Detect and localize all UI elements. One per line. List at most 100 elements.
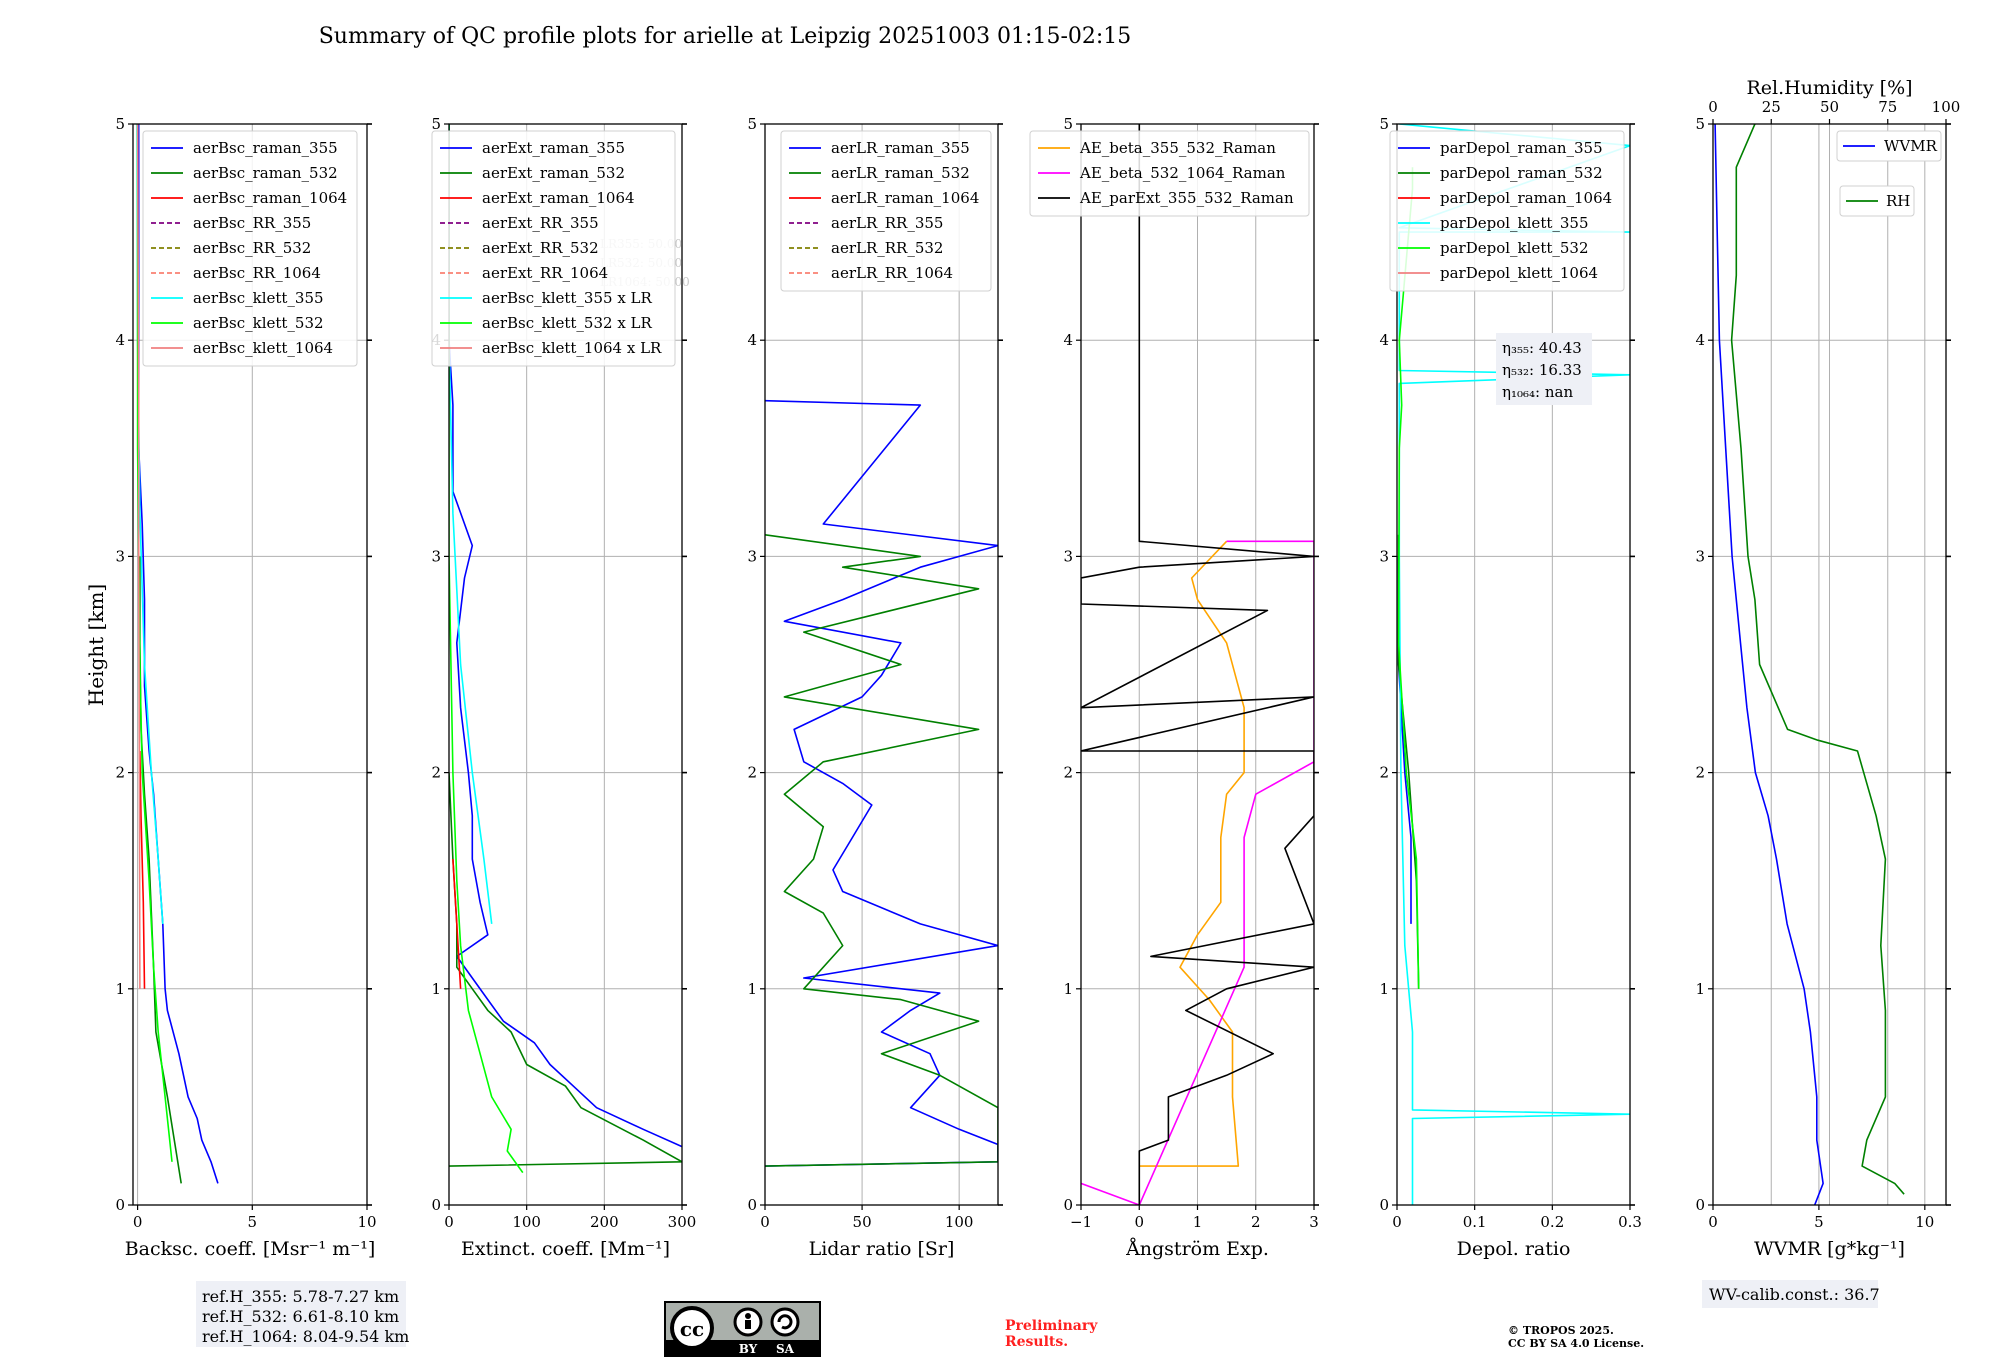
y-tick-label: 2 (1379, 764, 1389, 782)
legend-label-aerbsc-raman-532: aerBsc_raman_532 (193, 164, 338, 182)
x-tick-label: 0.1 (1463, 1213, 1487, 1231)
legend-label-ae-parext-355-532-raman: AE_parExt_355_532_Raman (1079, 189, 1294, 207)
series-aerlr-raman-532 (765, 534, 998, 1167)
x-tick-label: −1 (1070, 1213, 1092, 1231)
sa-arrow (777, 1314, 793, 1330)
cc-logo-text: cc (680, 1317, 704, 1341)
top-x-tick-label: 50 (1820, 98, 1839, 116)
legend-label-pardepol-raman-355: parDepol_raman_355 (1440, 139, 1603, 157)
y-tick-label: 0 (1063, 1196, 1073, 1214)
y-tick-label: 0 (1695, 1196, 1705, 1214)
by-person-body (745, 1320, 751, 1329)
legend-label-aerbsc-klett-532: aerBsc_klett_532 (193, 314, 324, 332)
y-tick-label: 1 (431, 980, 441, 998)
y-tick-label: 4 (115, 331, 125, 349)
legend-label-aerlr-raman-1064: aerLR_raman_1064 (831, 189, 979, 207)
y-tick-label: 1 (115, 980, 125, 998)
x-tick-label: 200 (590, 1213, 619, 1231)
y-tick-label: 1 (1695, 980, 1705, 998)
y-tick-label: 2 (115, 764, 125, 782)
legend-label-aerbsc-klett-355-x-lr: aerBsc_klett_355 x LR (482, 289, 653, 307)
legend-label-ae-beta-355-532-raman: AE_beta_355_532_Raman (1079, 139, 1276, 157)
axes-frame (1396, 123, 1631, 1206)
legend-label-aerbsc-rr-532: aerBsc_RR_532 (193, 239, 311, 257)
y-tick-label: 5 (1063, 115, 1073, 133)
cc-logo-icon (670, 1306, 714, 1350)
x-tick-label: 2 (1251, 1213, 1261, 1231)
series-ae-beta-355-532-raman (1139, 540, 1245, 1167)
refh-355: ref.H_355: 5.78-7.27 km (202, 1287, 399, 1306)
legend-label-aerext-raman-355: aerExt_raman_355 (482, 139, 625, 157)
eta-label: η₁₀₆₄: nan (1502, 383, 1573, 401)
copyright-line-2: CC BY SA 4.0 License. (1508, 1337, 1644, 1350)
x-tick-label: 0 (444, 1213, 454, 1231)
figure-title: Summary of QC profile plots for arielle … (319, 24, 1132, 49)
y-tick-label: 1 (1379, 980, 1389, 998)
series-aerext-raman-1064 (452, 859, 462, 989)
y-tick-label: 2 (747, 764, 757, 782)
legend-label-aerext-rr-1064: aerExt_RR_1064 (482, 264, 608, 282)
legend-label-wvmr: WVMR (1884, 137, 1938, 155)
x-tick-label: 5 (1814, 1213, 1824, 1231)
x-tick-label: 100 (945, 1213, 974, 1231)
series-rh (1730, 124, 1905, 1195)
y-tick-label: 3 (1695, 547, 1705, 565)
series-group (1081, 124, 1314, 1205)
cc-license-badge: cc BY SA (664, 1301, 821, 1357)
x-tick-label: 0 (133, 1213, 143, 1231)
y-tick-label: 2 (431, 764, 441, 782)
wv-calib-box (1702, 1280, 1878, 1308)
by-person-head (745, 1313, 751, 1319)
legend-label-aerext-raman-532: aerExt_raman_532 (482, 164, 625, 182)
legend-label-aerbsc-klett-1064: aerBsc_klett_1064 (193, 339, 333, 357)
series-group (449, 124, 682, 1174)
refh-1064: ref.H_1064: 8.04-9.54 km (202, 1327, 409, 1346)
panel-depolarization: 0 1 2 3 4 5 0 0.1 0.2 0.3 Depol. ratio parDepol_ram… (1379, 115, 1641, 1260)
legend-label-ae-beta-532-1064-raman: AE_beta_532_1064_Raman (1079, 164, 1286, 182)
legend-label-aerbsc-raman-1064: aerBsc_raman_1064 (193, 189, 347, 207)
x-tick-label: 0 (1392, 1213, 1402, 1231)
legend-label-aerbsc-rr-355: aerBsc_RR_355 (193, 214, 311, 232)
eta-box: η₃₅₅: 40.43 η₅₃₂: 16.33 η₁₀₆₄: nan (1496, 333, 1592, 405)
panel-backscatter: 0 1 2 3 4 5 0 5 10 Backsc. coeff. [Msr⁻¹ m⁻¹] aerB… (115, 115, 376, 1260)
x-tick-label: 50 (853, 1213, 872, 1231)
axes-frame (132, 123, 368, 1206)
series-ae-beta-532-1064-raman (1081, 540, 1314, 1205)
x-tick-label: 3 (1309, 1213, 1319, 1231)
legend-label-aerlr-rr-355: aerLR_RR_355 (831, 214, 943, 232)
x-axis-label: Lidar ratio [Sr] (809, 1238, 955, 1260)
series-aerbsc-raman-532 (139, 556, 182, 1184)
legend-label-pardepol-klett-355: parDepol_klett_355 (1440, 214, 1589, 232)
refh-532: ref.H_532: 6.61-8.10 km (202, 1307, 399, 1326)
x-tick-label: 10 (357, 1213, 376, 1231)
cc-by-label: BY (739, 1342, 758, 1356)
x-tick-label: 10 (1915, 1213, 1934, 1231)
x-axis-label: Backsc. coeff. [Msr⁻¹ m⁻¹] (125, 1238, 376, 1260)
series-aerbsc-klett-532-x-lr (449, 124, 524, 1174)
legend-box (780, 130, 992, 292)
legend-label-aerext-raman-1064: aerExt_raman_1064 (482, 189, 635, 207)
legend-label-pardepol-klett-532: parDepol_klett_532 (1440, 239, 1589, 257)
legend-box (431, 130, 676, 367)
series-aerext-raman-532 (449, 772, 682, 1167)
legend-label-aerext-rr-532: aerExt_RR_532 (482, 239, 599, 257)
legend-label-aerbsc-raman-355: aerBsc_raman_355 (193, 139, 338, 157)
legend-label-pardepol-raman-1064: parDepol_raman_1064 (1440, 189, 1612, 207)
y-tick-label: 2 (1695, 764, 1705, 782)
y-tick-label: 3 (1379, 547, 1389, 565)
eta-background (1496, 333, 1592, 405)
y-tick-label: 1 (1063, 980, 1073, 998)
y-tick-label: 5 (1379, 115, 1389, 133)
y-tick-label: 4 (1379, 331, 1389, 349)
y-tick-label: 3 (431, 547, 441, 565)
legend-box (1389, 130, 1625, 292)
x-tick-label: 0.3 (1618, 1213, 1642, 1231)
y-tick-label: 3 (1063, 547, 1073, 565)
top-x-tick-label: 25 (1762, 98, 1781, 116)
x-axis-label: WVMR [g*kg⁻¹] (1754, 1238, 1905, 1260)
legend: aerExt_raman_355 aerExt_raman_532 aerExt_r… (431, 130, 676, 367)
y-axis-label: Height [km] (84, 584, 108, 706)
